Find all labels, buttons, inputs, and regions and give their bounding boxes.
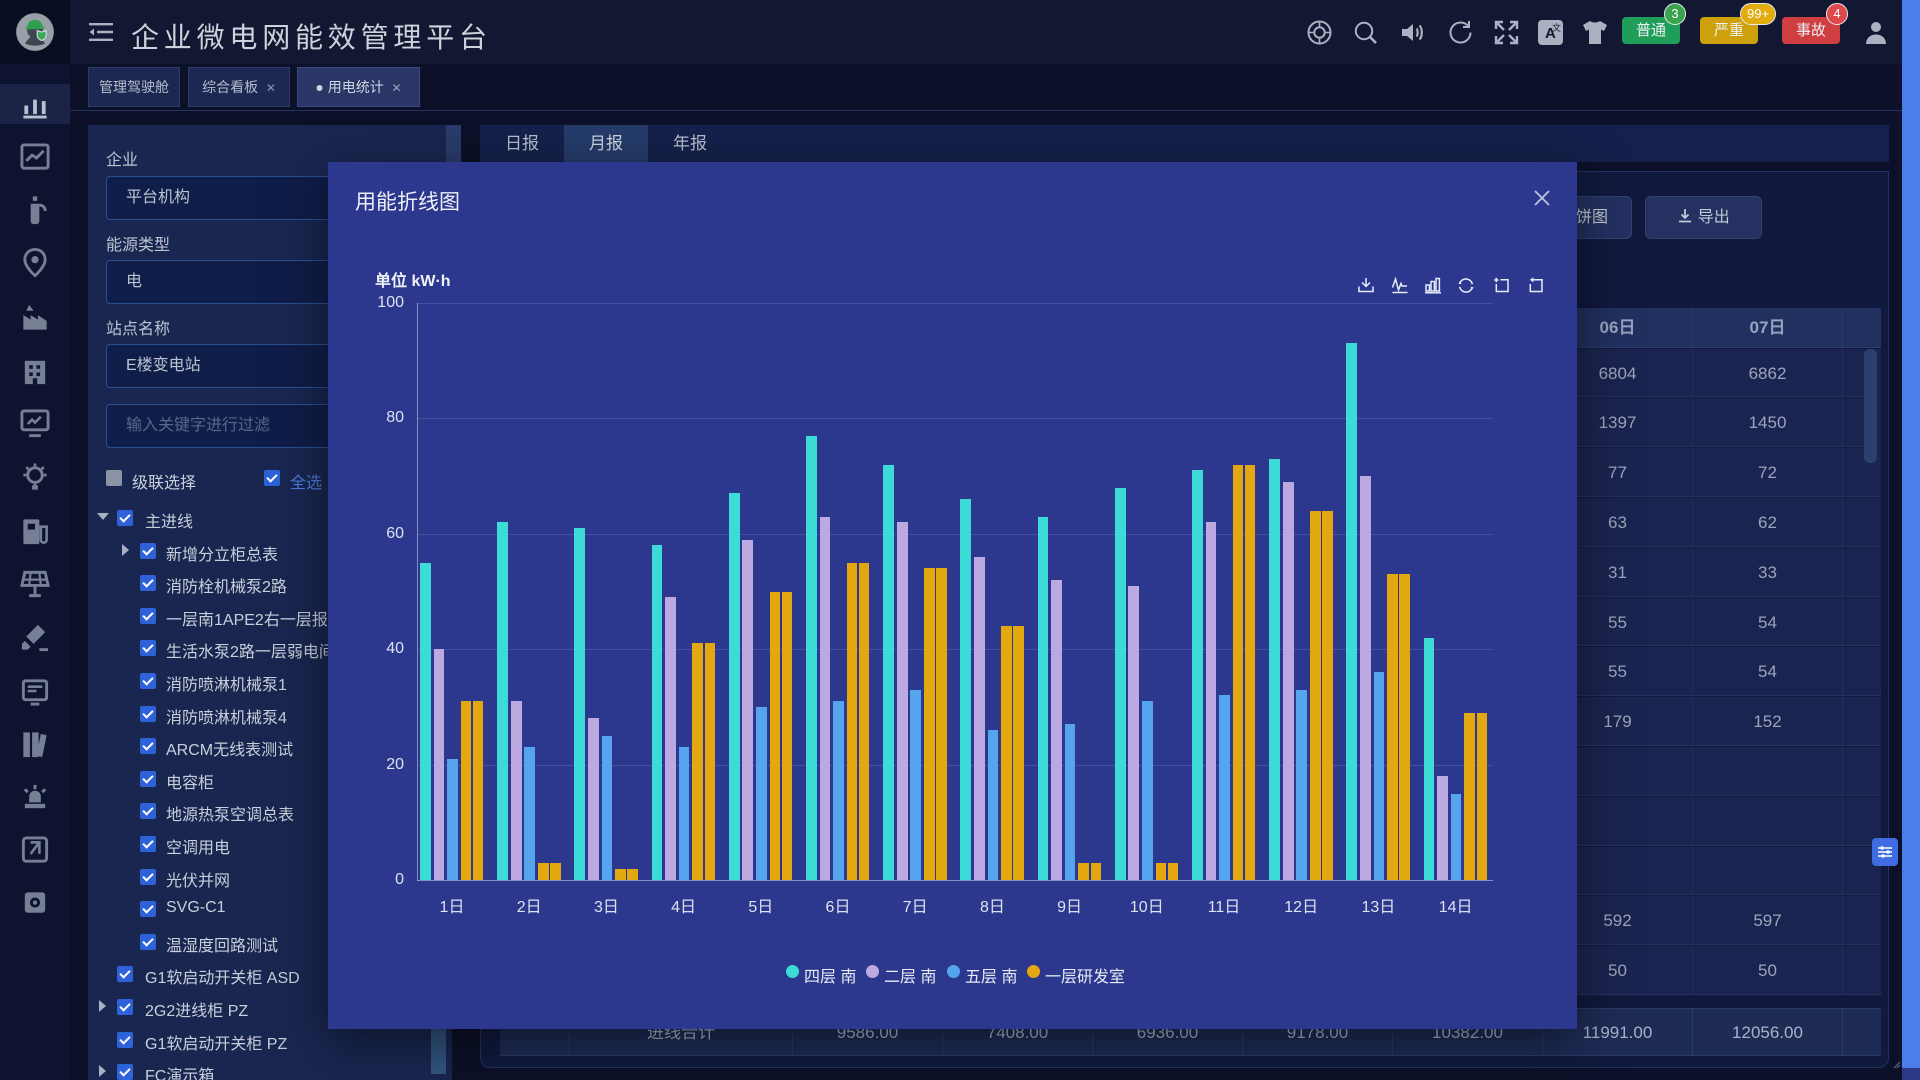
- svg-text:文: 文: [1552, 22, 1561, 33]
- svg-text:A: A: [1545, 25, 1556, 42]
